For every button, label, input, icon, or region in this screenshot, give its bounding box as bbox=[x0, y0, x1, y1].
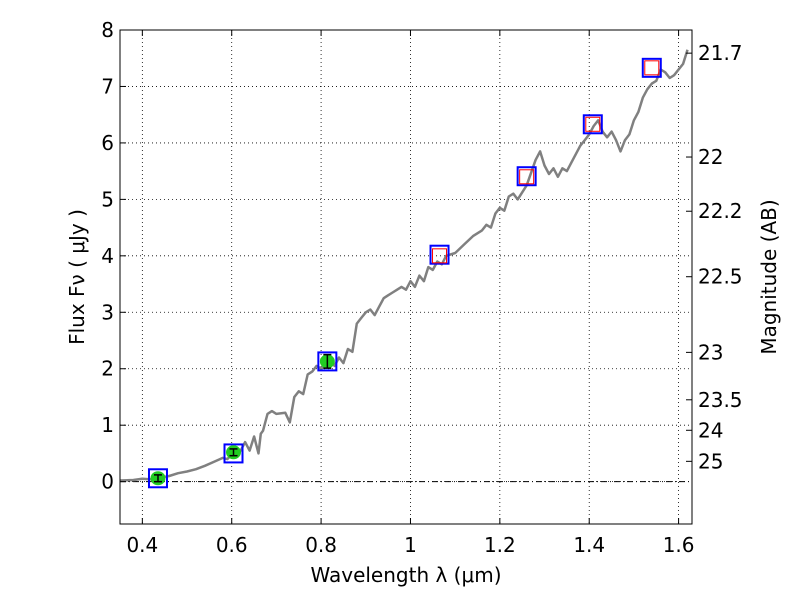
y2-tick-label: 23.5 bbox=[698, 388, 743, 412]
x-tick-label: 0.6 bbox=[216, 533, 248, 557]
y-tick-label: 7 bbox=[101, 74, 114, 98]
spectrum-line bbox=[119, 49, 689, 482]
x-tick-label: 0.4 bbox=[126, 533, 158, 557]
model-photometry-marker bbox=[582, 114, 603, 135]
y-tick-label: 6 bbox=[101, 131, 114, 155]
y2-tick-label: 24 bbox=[698, 418, 723, 442]
y-tick-label: 8 bbox=[101, 18, 114, 42]
y2-axis-label: Magnitude (AB) bbox=[757, 199, 781, 354]
observed-photometry-marker bbox=[519, 169, 535, 185]
grid-lines bbox=[120, 29, 692, 524]
model-photometry-marker bbox=[429, 244, 450, 265]
observed-photometry-marker bbox=[585, 116, 601, 132]
observed-photometry-marker bbox=[432, 248, 448, 264]
x-tick-label: 1.2 bbox=[484, 533, 516, 557]
y-tick-label: 3 bbox=[101, 300, 114, 324]
y-tick-label: 1 bbox=[101, 413, 114, 437]
observed-photometry-marker bbox=[644, 60, 660, 76]
y2-tick-label: 22.2 bbox=[698, 199, 743, 223]
y-tick-label: 2 bbox=[101, 357, 114, 381]
plot-frame bbox=[119, 29, 693, 525]
y-tick-label: 0 bbox=[101, 470, 114, 494]
x-tick-label: 1.6 bbox=[663, 533, 695, 557]
y2-tick-label: 25 bbox=[698, 449, 723, 473]
y-tick-label: 4 bbox=[101, 244, 114, 268]
axis-ticks: 0.4 0.6 0.8 1 1.2 1.4 1.601234567821.72222.222… bbox=[101, 18, 742, 557]
y-axis-label: Flux Fν ( μJy ) bbox=[65, 209, 89, 345]
x-axis-label: Wavelength λ (μm) bbox=[310, 563, 501, 587]
model-photometry-marker bbox=[147, 468, 168, 489]
y2-tick-label: 23 bbox=[698, 340, 723, 364]
y-tick-label: 5 bbox=[101, 187, 114, 211]
model-photometry-marker bbox=[516, 166, 537, 187]
model-photometry-marker bbox=[223, 443, 244, 464]
photometry-markers bbox=[147, 57, 662, 489]
x-tick-label: 1 bbox=[404, 533, 417, 557]
y2-tick-label: 21.7 bbox=[698, 41, 743, 65]
x-tick-label: 1.4 bbox=[573, 533, 605, 557]
y2-tick-label: 22 bbox=[698, 145, 723, 169]
model-photometry-marker bbox=[641, 57, 662, 78]
y2-tick-label: 22.5 bbox=[698, 265, 743, 289]
model-photometry-marker bbox=[317, 351, 338, 372]
x-tick-label: 0.8 bbox=[305, 533, 337, 557]
